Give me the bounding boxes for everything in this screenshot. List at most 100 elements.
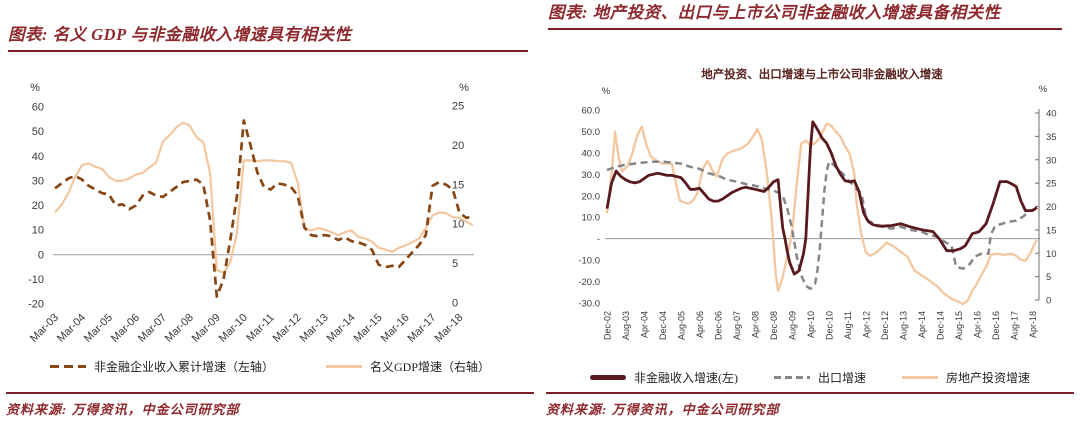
x-axis-tick-label: Mar-13 <box>298 312 331 345</box>
x-axis-tick-label: Apr-12 <box>861 311 871 338</box>
legend-label: 房地产投资增速 <box>946 371 1031 385</box>
y-axis-right-tick-label: 5 <box>452 258 458 270</box>
left-source-text: 资料来源: 万得资讯，中金公司研究部 <box>6 402 240 417</box>
x-axis-tick-label: Aug-05 <box>677 311 687 340</box>
right-chart-svg: 地产投资、出口增速与上市公司非金融收入增速 60.0 50.0 40.0 30.0 20.… <box>578 67 1057 340</box>
x-axis-tick-label: Mar-06 <box>109 312 142 345</box>
y-axis-right-tick-label: 20 <box>452 140 464 152</box>
right-source-text: 资料来源: 万得资讯，中金公司研究部 <box>546 402 780 417</box>
x-axis-tick-label: Apr-14 <box>917 311 927 338</box>
legend-item: 出口增速 <box>773 369 866 386</box>
y-axis-left-tick-label: 40 <box>32 151 44 163</box>
right-panel-title: 图表: 地产投资、出口与上市公司非金融收入增速具备相关性 <box>548 2 1062 31</box>
x-axis-tick-label: Mar-08 <box>163 312 196 345</box>
x-axis-tick-label: Aug-15 <box>954 311 964 340</box>
x-axis-tick-label: Dec-04 <box>658 311 668 340</box>
series-line-1 <box>606 160 1038 291</box>
legend-label: 名义GDP增速（右轴） <box>370 360 491 374</box>
x-axis-tick-label: Mar-18 <box>432 312 465 345</box>
x-axis-tick-label: Mar-11 <box>244 312 277 345</box>
y-axis-left-tick-label: -20 <box>28 299 44 311</box>
x-axis-tick-label: Mar-10 <box>217 312 250 345</box>
x-axis-tick-label: Dec-12 <box>880 311 890 340</box>
y-axis-left-tick-label: 20 <box>32 200 44 212</box>
left-chart-legend: 非金融企业收入累计增速（左轴） 名义GDP增速（右轴） <box>0 358 540 375</box>
y-axis-right-tick-label: 25 <box>452 101 464 113</box>
x-axis-tick-label: Apr-06 <box>695 311 705 338</box>
legend-item: 房地产投资增速 <box>902 369 1030 386</box>
y-axis-right-tick-label: 40 <box>1046 109 1057 120</box>
right-chart-area: 地产投资、出口增速与上市公司非金融收入增速 60.0 50.0 40.0 30.0 20.… <box>540 0 1080 424</box>
x-axis-tick-label: Aug-17 <box>1009 311 1019 340</box>
left-panel-title: 图表: 名义 GDP 与非金融收入增速具有相关性 <box>8 24 528 53</box>
y-axis-left-tick-label: 0 <box>38 249 44 261</box>
legend-swatch-solid <box>902 376 938 379</box>
x-axis-tick-label: Dec-06 <box>714 311 724 340</box>
y-axis-right-tick-label: 15 <box>1046 225 1057 236</box>
y-axis-right-unit-label: % <box>459 82 469 94</box>
y-axis-left-tick-label: -20.0 <box>578 277 600 288</box>
y-axis-right-tick-label: 20 <box>1046 202 1057 213</box>
series-line-1 <box>54 121 474 275</box>
x-axis-tick-label: Mar-09 <box>190 312 223 345</box>
y-axis-right-tick-label: 0 <box>452 298 458 310</box>
y-axis-right-tick-label: 5 <box>1046 272 1051 283</box>
left-panel: 图表: 名义 GDP 与非金融收入增速具有相关性 60 50 40 30 20 10 0 -1… <box>0 24 540 418</box>
x-axis-tick-label: Mar-16 <box>379 312 412 345</box>
x-axis-tick-label: Apr-16 <box>972 311 982 338</box>
y-axis-left-unit-label: % <box>602 86 611 97</box>
legend-swatch-solid <box>326 365 362 368</box>
y-axis-right-tick-label: 10 <box>452 219 464 231</box>
y-axis-left-tick-label: 30.0 <box>582 170 601 181</box>
x-axis-tick-label: Aug-03 <box>621 311 631 340</box>
legend-swatch-dashed <box>49 364 86 369</box>
y-axis-left-tick-label: -10.0 <box>578 256 600 267</box>
y-axis-right-tick-label: 15 <box>452 179 464 191</box>
x-axis-tick-label: Mar-12 <box>271 312 304 345</box>
right-panel: 图表: 地产投资、出口与上市公司非金融收入增速具备相关性 地产投资、出口增速与上… <box>540 0 1080 424</box>
y-axis-right-unit-label: % <box>1039 84 1048 95</box>
y-axis-left-tick-label: 10.0 <box>582 213 601 224</box>
y-axis-right-tick-label: 25 <box>1046 179 1057 190</box>
left-source-note: 资料来源: 万得资讯，中金公司研究部 <box>6 392 534 418</box>
legend-label: 非金融企业收入累计增速（左轴） <box>93 360 274 374</box>
y-axis-left-tick-label: 40.0 <box>582 148 601 159</box>
y-axis-left-tick-label: 60.0 <box>582 106 601 117</box>
x-axis-tick-label: Dec-16 <box>991 311 1001 340</box>
y-axis-left-tick-label: 50.0 <box>582 127 601 138</box>
legend-label: 出口增速 <box>817 371 866 385</box>
y-axis-left-tick-label: 30 <box>32 175 44 187</box>
left-chart-area: 60 50 40 30 20 10 0 -10 -20% 25 20 15 10 5 0% Mar-03 Mar… <box>28 82 474 345</box>
x-axis-tick-label: Mar-17 <box>405 312 438 345</box>
x-axis-tick-label: Apr-08 <box>751 311 761 338</box>
x-axis-tick-label: Aug-07 <box>732 311 742 340</box>
y-axis-left-tick-label: 50 <box>32 126 44 138</box>
y-axis-left-tick-label: - <box>597 234 600 245</box>
legend-item: 名义GDP增速（右轴） <box>326 358 490 375</box>
y-axis-left-unit-label: % <box>30 82 40 94</box>
legend-item: 非金融企业收入累计增速（左轴） <box>49 358 274 375</box>
series-line-2 <box>605 122 1038 306</box>
right-chart-legend: 非金融收入增速(左) 出口增速 房地产投资增速 <box>540 369 1080 386</box>
y-axis-right-tick-label: 35 <box>1046 132 1057 143</box>
legend-swatch-solid-thick <box>589 375 626 380</box>
x-axis-tick-label: Apr-04 <box>640 311 650 338</box>
y-axis-left-tick-label: 10 <box>32 225 44 237</box>
left-chart-svg: 6050403020100-10-20%2520151050%Mar-03Mar… <box>28 82 474 345</box>
x-axis-tick-label: Aug-09 <box>787 311 797 340</box>
x-axis-tick-label: Mar-05 <box>82 312 115 345</box>
inner-chart-title: 地产投资、出口增速与上市公司非金融收入增速 <box>701 67 943 81</box>
y-axis-left-tick-label: -30.0 <box>578 299 600 310</box>
legend-swatch-dashed <box>773 375 810 380</box>
series-line-0 <box>54 119 474 298</box>
x-axis-tick-label: Mar-15 <box>352 312 385 345</box>
y-axis-left-tick-label: 20.0 <box>582 191 601 202</box>
x-axis-tick-label: Mar-07 <box>136 312 169 345</box>
x-axis-tick-label: Apr-10 <box>806 311 816 338</box>
series-line-0 <box>605 120 1038 276</box>
x-axis-tick-label: Dec-14 <box>935 311 945 340</box>
y-axis-left-tick-label: 60 <box>32 102 44 114</box>
x-axis-tick-label: Dec-02 <box>603 311 613 340</box>
x-axis-tick-label: Mar-03 <box>28 312 61 345</box>
